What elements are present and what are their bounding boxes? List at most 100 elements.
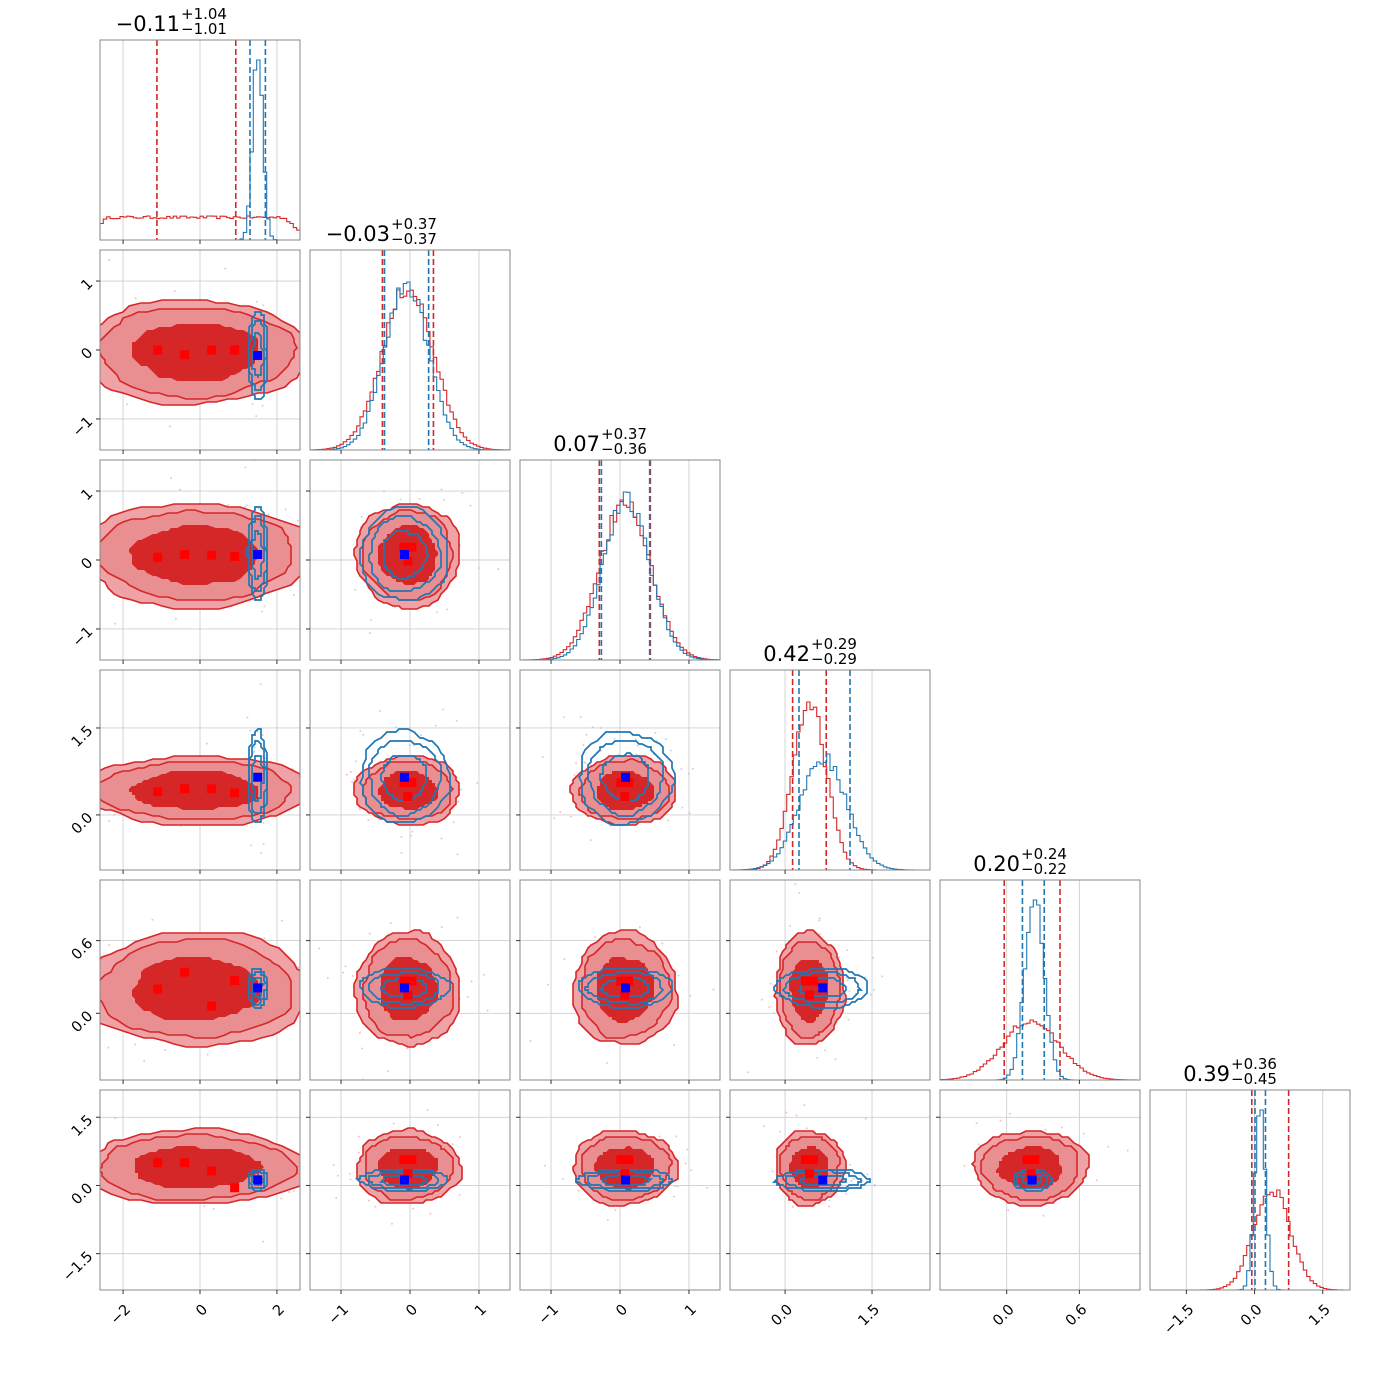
sample-point-red (846, 979, 849, 982)
marker-red (207, 1166, 217, 1176)
marker-blue (621, 983, 631, 993)
sample-point-red (66, 305, 68, 307)
title-plus: +0.24 (1021, 845, 1067, 863)
marker-red (153, 984, 163, 994)
sample-point-blue (476, 782, 479, 785)
panel-content (353, 488, 500, 635)
x-tick-label: 0 (403, 1302, 421, 1320)
sample-point-blue (599, 726, 602, 729)
sample-point-red (805, 1127, 808, 1130)
contour-blue-mid (368, 971, 439, 1006)
sample-point-red (779, 1130, 782, 1133)
contour-blue-inner (383, 530, 431, 580)
sample-point-red (134, 1043, 137, 1046)
marker-red (180, 784, 190, 794)
sample-point-blue (712, 988, 715, 991)
marker-red (808, 1155, 818, 1165)
sample-point-red (763, 1125, 766, 1128)
sample-point-red (351, 974, 354, 977)
panel-frame (729, 1089, 931, 1291)
sample-point-red (1042, 1214, 1045, 1217)
panel-2-2 (519, 459, 721, 664)
marker-red (153, 787, 163, 797)
sample-point-red (824, 1049, 827, 1052)
marker-red (399, 778, 409, 788)
contour-red-core (996, 1146, 1062, 1188)
sample-point-blue (705, 1186, 708, 1189)
contour-red-core (132, 957, 261, 1020)
sample-point-red (827, 1205, 830, 1208)
sample-point-red (675, 1135, 678, 1138)
contour-red-core (132, 324, 258, 381)
sample-point-red (84, 775, 86, 777)
sample-point-blue (379, 709, 382, 712)
contour-blue-outer (358, 728, 451, 823)
sample-point-red (864, 1117, 867, 1120)
sample-point-red (383, 490, 386, 493)
sample-point-red (55, 345, 57, 347)
sample-point-blue (676, 1185, 679, 1188)
marker-blue (399, 1175, 409, 1185)
panel-3-2 (516, 669, 721, 874)
sample-point-blue (262, 304, 265, 307)
sample-point-blue (262, 822, 265, 825)
sample-point-red (301, 811, 303, 813)
marker-red (180, 967, 190, 977)
panel-1-0 (55, 249, 301, 454)
marker-red (399, 542, 409, 552)
panel-content (520, 460, 720, 660)
sample-point-red (845, 976, 848, 979)
panel-content (332, 1108, 463, 1225)
sample-point-red (546, 983, 549, 986)
y-tick-label: −1 (70, 414, 96, 440)
panel-content (730, 670, 930, 870)
sample-point-red (332, 1164, 335, 1167)
marker-red (403, 792, 413, 802)
sample-point-red (760, 998, 763, 1001)
x-tick-label: −1 (326, 1302, 352, 1328)
title-minus: −0.36 (601, 440, 647, 458)
contour-red-core (129, 525, 258, 585)
sample-point-blue (253, 750, 256, 753)
sample-point-blue (262, 842, 265, 845)
y-tick-label: 0.0 (69, 1181, 97, 1209)
sample-point-red (1007, 1209, 1010, 1212)
contour-blue-inner (251, 755, 265, 802)
marker-red (207, 550, 217, 560)
marker-red (407, 542, 417, 552)
marker-red (620, 792, 630, 802)
sample-point-blue (852, 1177, 855, 1180)
title-minus: −0.37 (391, 230, 437, 248)
title-median: 0.39 (1183, 1062, 1230, 1086)
sample-point-red (107, 1046, 110, 1049)
sample-point-red (674, 1184, 677, 1187)
contour-blue-inner (798, 977, 847, 997)
panel-title-2: 0.07 +0.37−0.36 (553, 425, 647, 458)
sample-point-red (262, 1240, 265, 1243)
marker-red (403, 556, 413, 566)
sample-point-red (818, 919, 821, 922)
contour-blue-inner (599, 752, 649, 802)
sample-point-red (411, 1207, 414, 1210)
sample-point-red (108, 820, 111, 823)
title-plus: +0.36 (1231, 1055, 1277, 1073)
contour-blue-inner (251, 977, 267, 1002)
sample-point-red (411, 830, 414, 833)
sample-point-blue (584, 761, 587, 764)
sample-point-blue (395, 726, 398, 729)
sample-point-blue (635, 753, 638, 756)
histogram-blue (100, 59, 300, 240)
sample-point-red (400, 835, 403, 838)
sample-point-blue (690, 1169, 693, 1172)
sample-point-red (293, 1189, 296, 1192)
panel-title-0: −0.11 +1.04−1.01 (116, 5, 227, 38)
sample-point-blue (466, 996, 469, 999)
contour-blue-outer (359, 506, 448, 601)
sample-point-red (429, 1212, 432, 1215)
sample-point-blue (420, 734, 423, 737)
sample-point-red (320, 1022, 322, 1024)
sample-point-red (483, 973, 486, 976)
sample-point-red (541, 756, 544, 759)
title-minus: −1.01 (181, 20, 227, 38)
sample-point-blue (669, 749, 672, 752)
